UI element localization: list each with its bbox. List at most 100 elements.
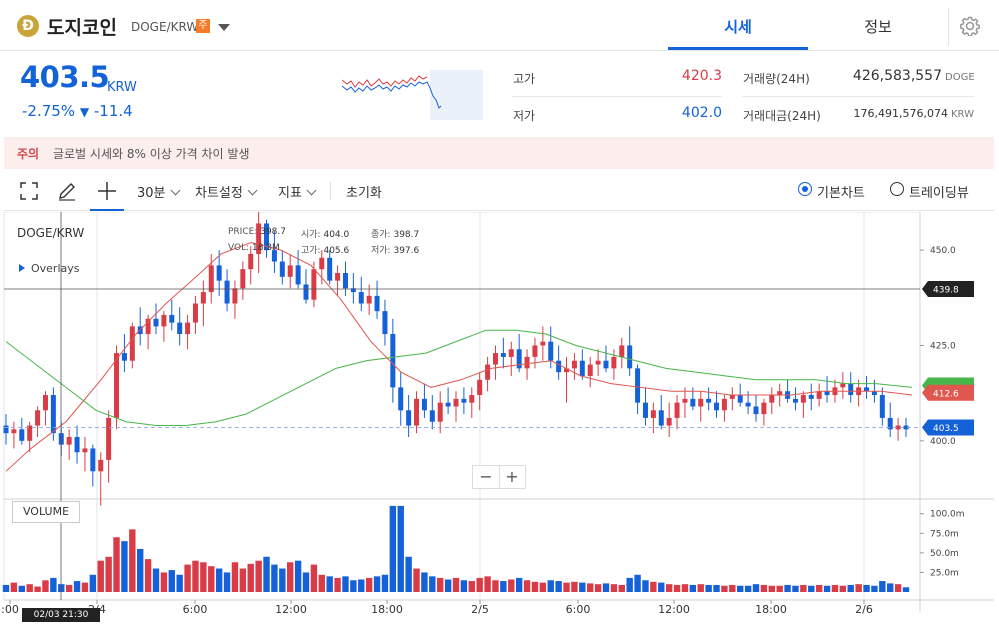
volume-bar bbox=[89, 574, 97, 592]
candle-body bbox=[532, 345, 538, 357]
volume-bar bbox=[208, 566, 215, 592]
divider bbox=[330, 182, 331, 200]
coin-dropdown-chevron-icon[interactable] bbox=[218, 24, 230, 31]
change-percent: -2.75% bbox=[22, 102, 76, 120]
caution-badge: 주 bbox=[196, 19, 210, 33]
candle-body bbox=[611, 356, 617, 369]
price-tick-label: 400.0 bbox=[930, 437, 956, 447]
low-value: 402.0 bbox=[681, 105, 722, 121]
candle-body bbox=[816, 391, 822, 399]
candle-body bbox=[769, 395, 775, 403]
crosshair-tool-button[interactable] bbox=[90, 172, 124, 211]
price-chart[interactable]: 450.0 425.0 400.0 100.0m 75.0m 50.0m 25.0m:00 2… bbox=[0, 212, 999, 631]
volume-bar bbox=[397, 505, 404, 592]
candle-body bbox=[35, 410, 41, 426]
candle-body bbox=[800, 395, 806, 403]
candle-body bbox=[840, 383, 846, 388]
candle-body bbox=[729, 395, 735, 399]
crosshair-time-label: 02/03 21:30 bbox=[22, 608, 100, 622]
tradingview-radio[interactable] bbox=[890, 182, 904, 196]
volume-bar bbox=[744, 585, 752, 592]
chart-settings-select[interactable]: 차트설정 bbox=[195, 182, 258, 201]
volume-bar bbox=[642, 580, 649, 592]
interval-select[interactable]: 30분 bbox=[137, 182, 180, 201]
volume-bar bbox=[705, 584, 712, 592]
candle-body bbox=[200, 292, 206, 304]
candle-body bbox=[461, 398, 467, 403]
zoom-in-button[interactable]: + bbox=[505, 467, 519, 486]
candle-body bbox=[224, 280, 230, 304]
crosshair-price-tag: 439.8 bbox=[933, 286, 959, 296]
ohlc-price-value: 398.7 bbox=[260, 227, 286, 237]
volume-bar bbox=[200, 562, 207, 592]
candle-body bbox=[366, 295, 372, 304]
candle-body bbox=[121, 353, 127, 361]
volume-bar bbox=[760, 584, 768, 592]
fullscreen-icon[interactable] bbox=[20, 182, 38, 200]
candle-body bbox=[311, 269, 317, 300]
candle-body bbox=[437, 402, 443, 422]
candle-body bbox=[3, 425, 9, 434]
volume-bar bbox=[231, 562, 239, 592]
crosshair-icon bbox=[98, 182, 116, 200]
chart-frame bbox=[3, 212, 921, 601]
candle-body bbox=[161, 314, 167, 327]
candle-body bbox=[690, 398, 696, 407]
candle-body bbox=[903, 425, 909, 430]
tab-info[interactable]: 정보 bbox=[864, 18, 892, 36]
candle-body bbox=[564, 368, 570, 373]
volume-bar bbox=[879, 581, 886, 592]
candle-body bbox=[666, 417, 672, 426]
candle-body bbox=[42, 395, 48, 411]
candle-body bbox=[887, 417, 893, 430]
volume-bar bbox=[539, 582, 547, 592]
volume-bar bbox=[610, 584, 618, 592]
time-tick-label: 18:00 bbox=[755, 603, 787, 616]
tab-price[interactable]: 시세 bbox=[668, 0, 808, 50]
pencil-icon[interactable] bbox=[57, 181, 77, 201]
basic-chart-label[interactable]: 기본차트 bbox=[817, 186, 865, 201]
volume-bar bbox=[697, 584, 704, 592]
gear-icon[interactable] bbox=[960, 16, 980, 36]
volume-bar bbox=[452, 577, 460, 592]
coin-name[interactable]: 도지코인 bbox=[47, 17, 117, 39]
volume-bar bbox=[65, 584, 73, 592]
basic-chart-radio[interactable] bbox=[798, 182, 812, 196]
candle-body bbox=[571, 360, 577, 369]
zoom-out-button[interactable]: − bbox=[473, 466, 500, 488]
candle-body bbox=[698, 398, 704, 407]
candle-body bbox=[627, 345, 633, 369]
volume-bar bbox=[665, 584, 673, 592]
volume-bar bbox=[626, 577, 633, 592]
volume-bar bbox=[729, 584, 736, 592]
ohlc-price: PRICE: 398.7 bbox=[228, 227, 286, 237]
ohlc-low-value: 397.6 bbox=[393, 246, 420, 256]
tradingview-label[interactable]: 트레이딩뷰 bbox=[909, 186, 969, 201]
high-value: 420.3 bbox=[681, 68, 722, 84]
volume-bar bbox=[784, 584, 791, 592]
volume-bar bbox=[547, 580, 554, 592]
indicators-label: 지표 bbox=[278, 186, 302, 201]
price-gap-notice: 주의 글로벌 시세와 8% 이상 가격 차이 발생 bbox=[4, 137, 994, 169]
candle-body bbox=[342, 273, 348, 289]
volume-bar bbox=[302, 572, 310, 592]
volume-bar bbox=[894, 584, 902, 592]
time-tick-label: 6:00 bbox=[183, 603, 208, 616]
volume-bar bbox=[444, 579, 452, 592]
overlays-toggle[interactable]: Overlays bbox=[19, 262, 80, 275]
time-tick-label: 12:00 bbox=[658, 603, 690, 616]
volume-bar bbox=[255, 560, 262, 592]
volume-bar bbox=[563, 582, 570, 592]
indicators-select[interactable]: 지표 bbox=[278, 182, 317, 201]
candle-body bbox=[579, 360, 585, 376]
volume-label: 거래량(24H) bbox=[743, 72, 810, 86]
volume-bar bbox=[618, 584, 625, 592]
divider bbox=[512, 96, 722, 97]
reset-button[interactable]: 초기화 bbox=[346, 186, 382, 201]
candle-body bbox=[50, 395, 56, 434]
down-arrow-icon: ▼ bbox=[79, 105, 90, 119]
volume-bar bbox=[721, 585, 728, 592]
volume-bar bbox=[768, 585, 775, 592]
ohlc-low: 저가: 397.6 bbox=[371, 243, 419, 256]
volume-bar bbox=[358, 579, 365, 592]
